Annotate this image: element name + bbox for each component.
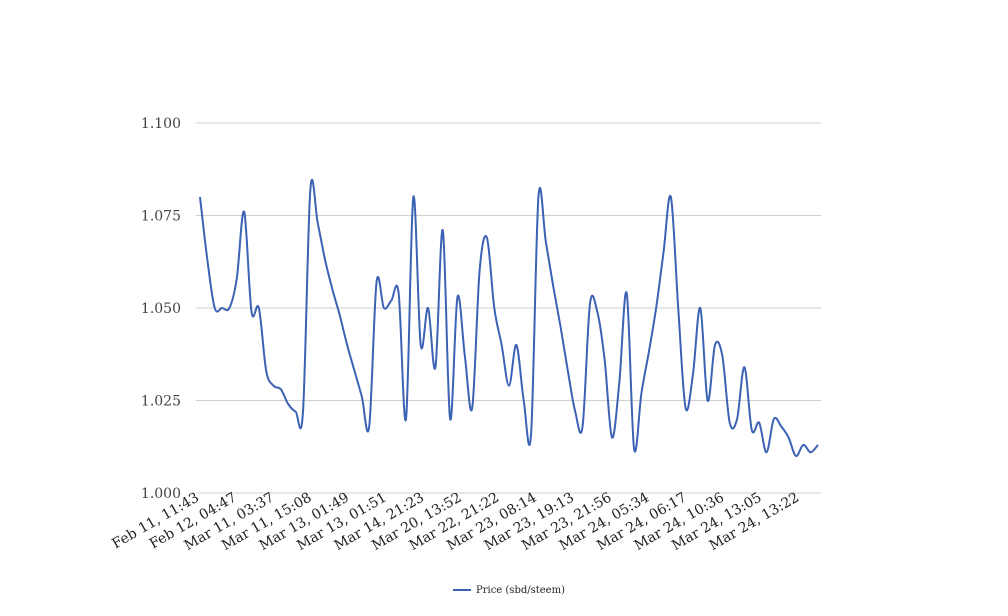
grid-lines <box>196 122 821 494</box>
y-tick-label: 1.075 <box>141 209 181 225</box>
y-axis-ticks: 1.000 1.025 1.050 1.075 1.100 <box>141 116 181 502</box>
y-tick-label: 1.025 <box>141 394 181 410</box>
series-line-price <box>199 178 819 457</box>
y-tick-label: 1.100 <box>141 116 181 132</box>
series-layer <box>199 178 819 457</box>
y-tick-label: 1.000 <box>141 486 181 502</box>
legend: Price (sbd/steem) <box>453 585 565 596</box>
legend-label: Price (sbd/steem) <box>476 585 565 596</box>
y-tick-label: 1.050 <box>141 301 181 317</box>
